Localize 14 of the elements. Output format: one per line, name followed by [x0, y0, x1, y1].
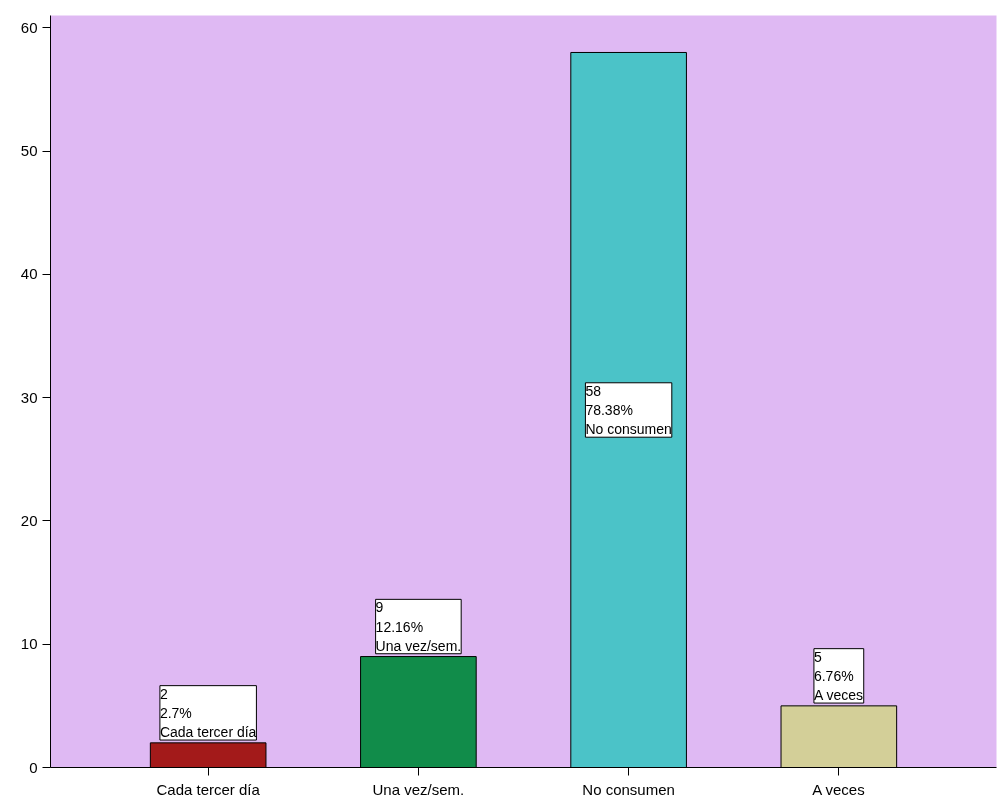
x-tick-label: No consumen — [582, 780, 675, 798]
y-tick-label: 40 — [20, 265, 38, 283]
x-tick-label: Cada tercer día — [156, 780, 261, 798]
y-tick-label: 0 — [29, 758, 38, 776]
data-label: 5 6.76% A veces — [813, 648, 863, 704]
y-tick-label: 30 — [20, 388, 38, 406]
y-tick-label: 20 — [20, 511, 38, 529]
data-label: 9 12.16% Una vez/sem. — [375, 599, 462, 654]
y-tick-label: 50 — [20, 142, 38, 160]
y-tick-label: 60 — [20, 18, 38, 36]
y-tick-label: 10 — [20, 635, 38, 653]
x-tick-label: A veces — [812, 780, 865, 798]
data-label: 58 78.38% No consumen — [585, 382, 672, 438]
x-tick-label: Una vez/sem. — [372, 780, 465, 798]
